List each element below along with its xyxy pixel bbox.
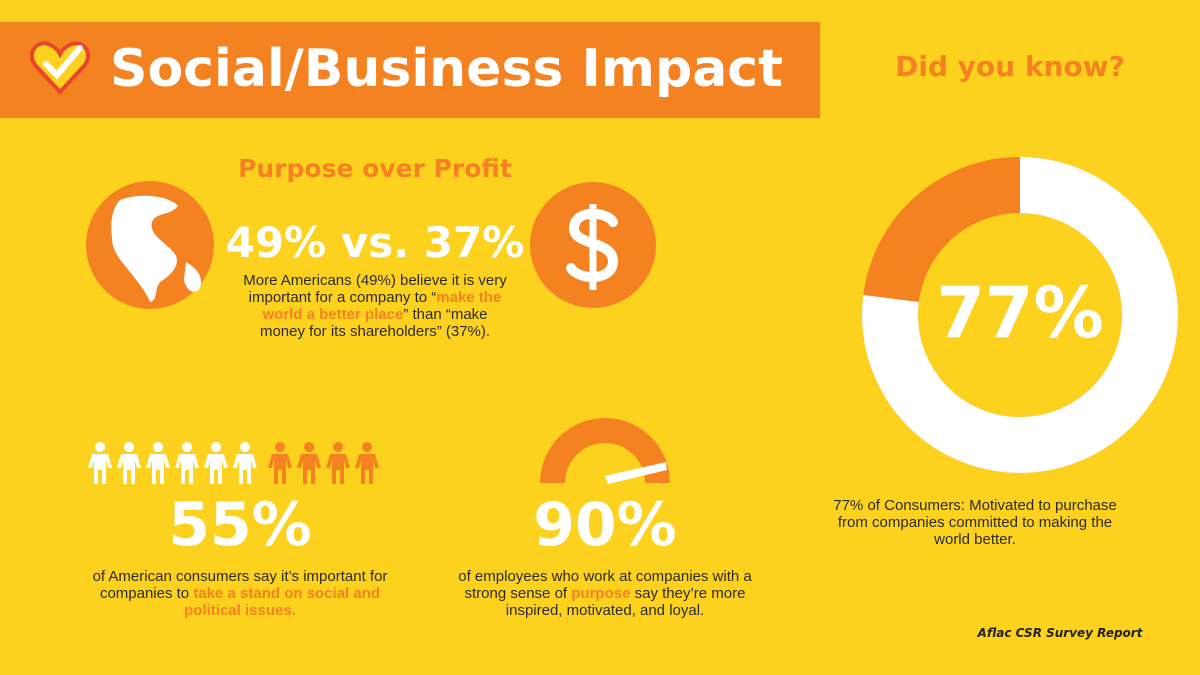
- stat-text: of employees who work at companies with …: [455, 568, 755, 619]
- source: Aflac CSR Survey Report: [977, 626, 1143, 640]
- person-icon: [326, 442, 350, 484]
- stat-text: More Americans (49%) believe it is very …: [240, 272, 510, 340]
- person-icon: [233, 442, 257, 484]
- heart-icon: [29, 41, 91, 95]
- highlight: take a stand on social and political iss…: [184, 585, 381, 619]
- person-icon: [268, 442, 292, 484]
- title: Social/Business Impact: [110, 39, 783, 99]
- highlight: make the world a better place: [262, 289, 502, 323]
- dollar-icon: [530, 182, 656, 308]
- person-icon: [355, 442, 379, 484]
- text: of employees who work at companies with …: [458, 568, 752, 602]
- stat: 90%: [533, 490, 677, 560]
- people-icons: [88, 442, 379, 484]
- text: ” than “make money for its shareholders”…: [259, 306, 491, 340]
- text: More Americans (49%) believe it is very …: [243, 272, 507, 306]
- person-icon: [88, 442, 112, 484]
- stat: 55%: [168, 490, 312, 560]
- donut-segment: [862, 157, 1178, 473]
- person-icon: [204, 442, 228, 484]
- person-icon: [175, 442, 199, 484]
- stat-text: of American consumers say it’s important…: [80, 568, 400, 619]
- donut-label: 77%: [936, 272, 1104, 354]
- donut-caption: 77% of Consumers: Motivated to purchase …: [833, 497, 1117, 548]
- side-title: Did you know?: [895, 50, 1125, 83]
- text: say they’re more inspired, motivated, an…: [505, 585, 746, 619]
- stat: 49% vs. 37%: [225, 218, 525, 267]
- person-icon: [117, 442, 141, 484]
- text: of American consumers say it’s important…: [92, 568, 388, 602]
- person-icon: [297, 442, 321, 484]
- highlight: purpose: [571, 585, 631, 602]
- gauge-icon: [540, 418, 670, 484]
- title-banner: [0, 22, 820, 118]
- globe-icon: [86, 181, 214, 309]
- person-icon: [146, 442, 170, 484]
- section-heading: Purpose over Profit: [238, 154, 512, 183]
